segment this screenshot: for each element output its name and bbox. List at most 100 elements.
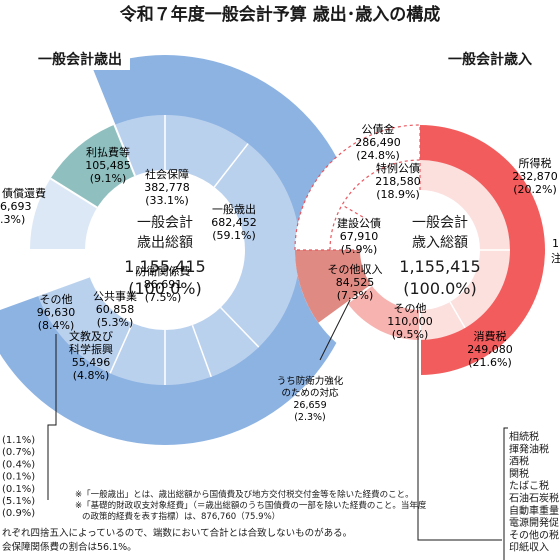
exp-label-interest-value: 105,485: [85, 159, 131, 172]
rev-label-construction-bonds-name: 建設公債: [337, 216, 381, 230]
exp-title-box: [30, 48, 130, 70]
exp-center-line1: 一般会計: [137, 215, 193, 231]
rev-cut-label-2: 注: [551, 251, 560, 265]
exp-label-interest: 利払費等 105,485 (9.1%): [85, 145, 131, 185]
exp-label-bond-value: 6,693: [0, 200, 32, 213]
rev-center-pct: (100.0%): [403, 279, 477, 298]
rev-label-income-tax-name: 所得税: [519, 156, 552, 170]
rev-dashed-divider-bonds: [341, 204, 369, 221]
exp-left-list-item: (0.1%): [2, 472, 35, 483]
rev-right-list-item: 酒税: [509, 455, 529, 468]
rev-right-list-item: 電源開発促: [509, 516, 559, 529]
exp-label-other-name: その他: [40, 293, 73, 306]
exp-left-list-item: (0.1%): [2, 484, 35, 495]
exp-chart-title: 一般会計歳出: [38, 51, 122, 68]
footnote-line: の政策的経費を表す指標）は、876,760（75.9%）: [82, 511, 280, 522]
rev-right-list-item: 印紙収入: [509, 541, 549, 554]
rev-right-list-item: 関税: [509, 467, 529, 480]
rev-label-income-tax: 所得税 232,870 (20.2%): [512, 156, 558, 196]
rev-center-line1: 一般会計: [412, 215, 468, 231]
footnote-line: ※「基礎的財政収支対象経費」（＝歳出総額のうち国債費の一部を除いた経費のこと。当…: [75, 500, 427, 511]
exp-inner-divider-2: [220, 306, 260, 348]
exp-label-education-name2: 科学振興: [69, 342, 113, 356]
exp-label-defense: 防衛関係費 86,691 (7.5%): [136, 264, 191, 304]
footnote-line: 会保障関係費の割合は56.1%。: [2, 541, 137, 553]
exp-inner-divider-1: [213, 143, 249, 188]
rev-label-public-bonds: 公債金 286,490 (24.8%): [355, 122, 401, 162]
exp-label-general: 一般歳出 682,452 (59.1%): [211, 202, 257, 242]
rev-callout-pct: (2.3%): [294, 412, 326, 423]
exp-label-defense-value: 86,691: [144, 278, 183, 291]
rev-center-value: 1,155,415: [399, 257, 480, 276]
exp-label-public-works: 公共事業 60,858 (5.3%): [93, 290, 137, 329]
revenue-chart: 一般会計歳入 一般会計 歳入総額 1,155,415 (100.0%) 公債金 …: [277, 48, 560, 560]
rev-right-list-item: 自動車重量: [509, 504, 559, 517]
exp-label-education-pct: (4.8%): [73, 369, 110, 382]
rev-label-consumption-tax-name: 消費税: [474, 329, 507, 343]
exp-label-social-pct: (33.1%): [145, 194, 189, 207]
exp-label-social: 社会保障 382,778 (33.1%): [144, 167, 190, 207]
rev-label-other-income-value: 84,525: [336, 276, 375, 289]
exp-center-line2: 歳出総額: [137, 235, 193, 251]
rev-outer-dashed-boundary: [294, 124, 421, 251]
expenditure-chart: 一般会計歳出 一般会計 歳出総額 1,155,415 (100.0%) 一般歳出…: [0, 48, 360, 519]
rev-list-bracket: [503, 427, 508, 560]
exp-label-education-name1: 文教及び: [69, 329, 113, 343]
rev-center-label: 一般会計 歳入総額 1,155,415 (100.0%): [399, 215, 480, 298]
exp-inner-divider-3: [191, 324, 212, 378]
footnote-line: ※「一般歳出」とは、歳出総額から国債費及び地方交付税交付金等を除いた経費のこと。: [75, 489, 414, 500]
rev-label-special-bonds-value: 218,580: [375, 175, 421, 188]
rev-callout-value: 26,659: [293, 400, 326, 411]
rev-dashed-inner-arc: [329, 159, 421, 251]
exp-center-label: 一般会計 歳出総額 1,155,415 (100.0%): [124, 215, 205, 298]
exp-left-percent-list: (1.1%)(0.7%)(0.4%)(0.1%)(0.1%)(5.1%)(0.9…: [2, 435, 35, 519]
rev-right-list-item: その他の税: [509, 528, 559, 541]
rev-label-consumption-tax: 消費税 249,080 (21.6%): [467, 329, 513, 369]
exp-label-general-pct: (59.1%): [212, 229, 256, 242]
rev-label-other-name: その他: [394, 302, 427, 315]
exp-left-list-item: (5.1%): [2, 496, 35, 507]
exp-center-disk: [85, 170, 245, 330]
rev-label-construction-bonds: 建設公債 67,910 (5.9%): [337, 216, 381, 256]
rev-right-list-item: たばこ税: [509, 479, 549, 492]
page-title: 令和７年度一般会計予算 歳出･歳入の構成: [120, 4, 440, 25]
exp-label-social-name: 社会保障: [145, 167, 189, 181]
exp-label-interest-pct: (9.1%): [90, 172, 127, 185]
rev-label-income-tax-value: 232,870: [512, 170, 558, 183]
footnote-line: れぞれ四捨五入によっているので、端数において合計とは合致しないものがある。: [2, 527, 352, 539]
exp-leader-line: [47, 334, 57, 500]
rev-cut-label-1: 1: [552, 237, 559, 250]
exp-label-defense-pct: (7.5%): [145, 291, 182, 304]
rev-label-other-income-pct: (7.3%): [337, 289, 374, 302]
rev-title-box: [430, 48, 540, 70]
rev-center-disk: [360, 190, 480, 310]
rev-label-other-pct: (9.5%): [392, 328, 429, 341]
exp-label-other: その他 96,630 (8.4%): [37, 293, 76, 332]
rev-right-list-item: 揮発油税: [509, 442, 549, 455]
rev-right-list-item: 相続税: [509, 430, 539, 443]
rev-callout-line2: のための対応: [281, 387, 339, 399]
exp-label-public-works-name: 公共事業: [93, 290, 137, 303]
exp-label-defense-name: 防衛関係費: [136, 264, 191, 278]
rev-leader-line: [417, 336, 502, 541]
rev-label-other-value: 110,000: [387, 315, 433, 328]
exp-label-bond-pct: .3%): [0, 213, 25, 226]
exp-divider-1: [49, 177, 98, 209]
rev-label-special-bonds: 特例公債 218,580 (18.9%): [375, 161, 421, 201]
rev-right-list-item: 石油石炭税: [509, 492, 559, 505]
rev-label-special-bonds-pct: (18.9%): [376, 188, 420, 201]
exp-center-value: 1,155,415: [124, 257, 205, 276]
rev-cut-labels: 1 注: [551, 237, 560, 265]
exp-label-bond: 債償還費 6,693 .3%): [0, 186, 46, 226]
rev-callout-line1: うち防衛力強化: [277, 375, 344, 387]
exp-center-pct: (100.0%): [128, 279, 202, 298]
exp-outer-divider: [90, 67, 116, 126]
exp-label-general-value: 682,452: [211, 216, 257, 229]
footnotes: ※「一般歳出」とは、歳出総額から国債費及び地方交付税交付金等を除いた経費のこと。…: [2, 489, 427, 553]
rev-label-income-tax-pct: (20.2%): [513, 183, 557, 196]
exp-label-public-works-pct: (5.3%): [97, 316, 134, 329]
exp-label-education: 文教及び 科学振興 55,496 (4.8%): [69, 329, 113, 382]
rev-label-consumption-tax-value: 249,080: [467, 343, 513, 356]
